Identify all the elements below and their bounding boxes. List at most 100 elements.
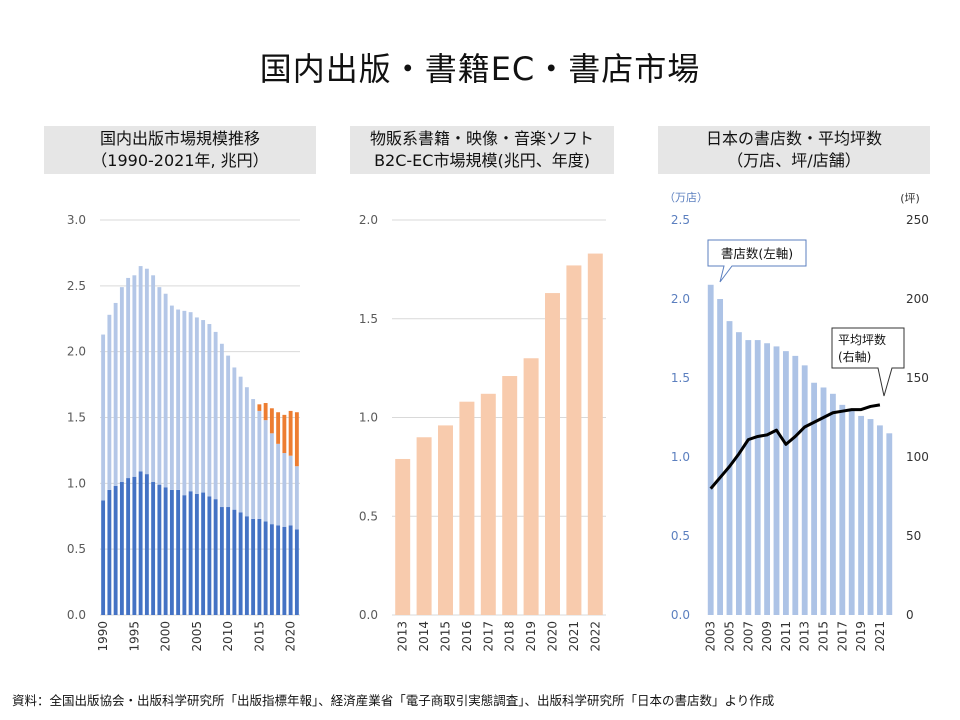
- chart3-right-unit: (坪): [900, 192, 920, 205]
- chart2-x-tick: 2014: [417, 621, 431, 652]
- chart1-bar-dark_blue: [107, 489, 112, 615]
- chart1-bar-orange: [294, 412, 299, 467]
- chart1-x-tick: 2015: [252, 621, 266, 652]
- chart3-bar: [801, 365, 808, 615]
- chart1-bar-dark_blue: [294, 529, 299, 615]
- chart3-x-tick: 2005: [723, 621, 737, 652]
- chart1-bar-light_blue: [263, 420, 268, 522]
- chart1-bar-light_blue: [226, 355, 231, 508]
- chart2-x-tick: 2021: [567, 621, 581, 652]
- chart3-bar: [707, 284, 714, 615]
- chart1-bar-light_blue: [119, 287, 124, 483]
- chart1-bar-orange: [269, 408, 274, 434]
- chart3-x-tick: 2003: [704, 621, 718, 652]
- chart1-x-tick: 2005: [190, 621, 204, 652]
- chart2-title: 物販系書籍・映像・音楽ソフト B2C-EC市場規模(兆円、年度): [350, 126, 614, 174]
- chart1-bar-dark_blue: [163, 487, 168, 615]
- chart2-bar: [566, 265, 582, 615]
- chart1-bar-dark_blue: [276, 525, 281, 615]
- chart3-title-line2: （万店、坪/店舗）: [727, 151, 861, 170]
- chart3-title-line1: 日本の書店数・平均坪数: [705, 129, 882, 148]
- chart3-bar: [782, 351, 789, 615]
- chart1-bar-light_blue: [132, 275, 137, 477]
- chart1-x-tick: 1995: [127, 621, 141, 652]
- chart3-x-tick: 2015: [817, 621, 831, 652]
- chart3-x-tick: 2021: [873, 621, 887, 652]
- chart1-bar-dark_blue: [182, 495, 187, 615]
- chart3-bar: [867, 419, 874, 615]
- chart3-bar: [858, 415, 865, 615]
- chart2-bar: [480, 393, 496, 615]
- chart3-bar: [886, 433, 893, 615]
- chart2-x-tick: 2017: [481, 621, 495, 652]
- chart1-bar-dark_blue: [157, 484, 162, 615]
- chart3-x-tick: 2007: [741, 621, 755, 652]
- chart3-y-tick-left: 1.0: [671, 450, 690, 464]
- chart1-bar-light_blue: [219, 343, 224, 508]
- chart1-bar-dark_blue: [238, 512, 243, 615]
- chart2-x-tick: 2015: [439, 621, 453, 652]
- chart3-x-tick: 2013: [798, 621, 812, 652]
- chart3-bar: [745, 340, 752, 615]
- chart3-bar: [848, 409, 855, 615]
- chart2-bar: [523, 358, 539, 615]
- chart1-bar-light_blue: [288, 455, 293, 526]
- chart3-y-tick-right: 100: [906, 450, 929, 464]
- chart3-y-tick-left: 1.5: [671, 371, 690, 385]
- chart3-y-tick-right: 250: [906, 213, 929, 227]
- chart1-bar-light_blue: [257, 410, 262, 519]
- chart1-bar-light_blue: [244, 387, 249, 517]
- chart1-bar-orange: [288, 410, 293, 456]
- chart3-y-tick-left: 0.0: [671, 608, 690, 622]
- chart3-bar: [754, 340, 761, 615]
- chart1-bar-orange: [257, 404, 262, 411]
- chart1-y-tick: 0.0: [67, 608, 86, 622]
- chart1-bar-light_blue: [163, 293, 168, 488]
- chart1-bar-light_blue: [107, 314, 112, 490]
- chart1-bar-light_blue: [294, 466, 299, 530]
- chart1-bar-dark_blue: [282, 526, 287, 615]
- chart1-bar-light_blue: [238, 376, 243, 513]
- chart3-bar: [773, 346, 780, 615]
- chart1-bar-dark_blue: [194, 493, 199, 615]
- chart2-bar: [438, 425, 453, 615]
- chart3-line-series: [709, 403, 881, 490]
- chart3-bar: [876, 425, 883, 615]
- chart1-bar-light_blue: [188, 312, 193, 492]
- chart1-y-tick: 2.0: [67, 345, 86, 359]
- chart3-bar: [839, 404, 846, 615]
- chart3-callout-bars-text: 書店数(左軸): [721, 246, 793, 261]
- chart1-bar-light_blue: [169, 305, 174, 490]
- chart3-bar: [792, 355, 799, 615]
- chart3-y-tick-right: 150: [906, 371, 929, 385]
- chart2-x-tick: 2016: [460, 621, 474, 652]
- chart2-title-line1: 物販系書籍・映像・音楽ソフト: [369, 129, 594, 148]
- chart1-title-line2: （1990-2021年, 兆円）: [91, 151, 269, 170]
- chart3-bar: [735, 332, 742, 615]
- chart2-bar: [545, 293, 560, 615]
- chart1-x-tick: 1990: [96, 621, 110, 652]
- chart1-bar-dark_blue: [232, 509, 237, 615]
- chart1-bar-light_blue: [176, 309, 181, 490]
- chart1-bar-dark_blue: [144, 474, 149, 615]
- chart1-bar-dark_blue: [207, 496, 212, 615]
- chart2-y-tick: 0.5: [359, 509, 378, 523]
- chart3-bar: [829, 393, 836, 615]
- chart3-callout-line-box: [831, 327, 905, 397]
- chart1-bar-dark_blue: [213, 499, 218, 615]
- chart1-bar-dark_blue: [257, 518, 262, 615]
- chart3-bar: [717, 299, 724, 615]
- chart1-bar-light_blue: [232, 367, 237, 510]
- chart1-bar-dark_blue: [251, 518, 256, 615]
- chart3-bar: [811, 382, 818, 615]
- chart1-bar-orange: [282, 414, 287, 454]
- chart1-bar-light_blue: [269, 433, 274, 525]
- chart1-y-tick: 1.5: [67, 411, 86, 425]
- chart1-bar-light_blue: [182, 310, 187, 496]
- chart1-y-tick: 0.5: [67, 542, 86, 556]
- chart2-x-tick: 2019: [524, 621, 538, 652]
- chart1-bar-light_blue: [157, 287, 162, 485]
- chart2-bar: [502, 376, 518, 615]
- chart1-bar-dark_blue: [201, 492, 206, 615]
